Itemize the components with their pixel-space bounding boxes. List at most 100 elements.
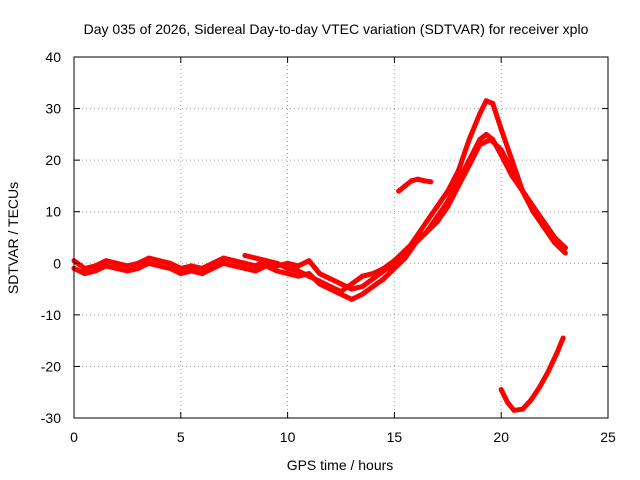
data-point — [456, 183, 461, 189]
data-point — [483, 98, 489, 104]
data-point — [552, 235, 558, 240]
data-point — [391, 258, 397, 264]
data-point — [528, 397, 534, 403]
data-point — [327, 276, 333, 282]
y-tick-label: 10 — [45, 204, 61, 220]
data-point — [428, 179, 434, 185]
data-point — [562, 245, 568, 251]
data-point — [210, 260, 216, 266]
data-point — [317, 271, 323, 277]
tick-layer: 0 5 10 15 20 25 -30 -20 -10 0 10 20 30 40 — [41, 49, 616, 445]
data-point — [189, 268, 194, 274]
grid-layer — [74, 57, 608, 418]
x-tick-label: 10 — [280, 429, 296, 445]
data-point — [242, 260, 248, 266]
data-point — [199, 271, 205, 277]
data-point — [445, 188, 451, 194]
data-point — [306, 273, 312, 279]
data-point — [498, 387, 504, 393]
data-point — [146, 255, 152, 261]
data-point — [562, 250, 568, 256]
data-point — [456, 168, 461, 173]
data-point — [82, 271, 88, 277]
data-point — [349, 281, 355, 287]
data-point — [413, 237, 419, 243]
data-point — [135, 265, 141, 271]
data-point — [253, 268, 259, 274]
data-point — [359, 273, 365, 279]
x-tick-label: 0 — [70, 429, 78, 445]
data-point — [391, 265, 397, 271]
data-point — [285, 260, 291, 266]
data-point — [221, 260, 226, 266]
data-point — [274, 268, 280, 274]
data-point — [477, 111, 483, 117]
data-point — [490, 100, 496, 106]
data-point — [156, 258, 162, 264]
data-point — [189, 263, 194, 269]
data-point — [92, 263, 98, 269]
data-point — [285, 265, 291, 271]
data-point — [103, 258, 109, 264]
data-point — [285, 271, 291, 277]
data-point — [359, 291, 365, 297]
data-point — [409, 178, 414, 184]
data-point — [434, 219, 440, 225]
data-point — [231, 263, 237, 269]
data-point — [445, 204, 451, 210]
data-point — [477, 142, 483, 148]
chart-title: Day 035 of 2026, Sidereal Day-to-day VTE… — [84, 21, 589, 37]
data-point — [327, 284, 333, 289]
data-point — [253, 255, 259, 261]
data-point — [370, 284, 376, 289]
data-point — [349, 296, 355, 302]
y-tick-label: 20 — [45, 152, 61, 168]
data-point — [498, 147, 504, 153]
data-point — [167, 265, 173, 271]
y-tick-label: -10 — [41, 307, 61, 323]
data-point — [498, 126, 504, 132]
data-point — [402, 247, 408, 253]
data-point — [242, 265, 248, 271]
data-point — [402, 183, 408, 189]
data-point — [483, 131, 489, 137]
x-tick-label: 25 — [600, 429, 616, 445]
data-point — [295, 263, 301, 269]
data-point — [560, 335, 566, 341]
data-point — [511, 407, 517, 413]
data-point — [135, 260, 141, 266]
data-point — [530, 204, 536, 210]
data-point — [370, 271, 376, 277]
y-tick-label: -20 — [41, 358, 61, 374]
y-tick-label: -30 — [41, 410, 61, 426]
data-point — [242, 253, 248, 258]
x-tick-label: 5 — [177, 429, 185, 445]
series-line-track-a — [71, 98, 568, 292]
data-point — [124, 268, 130, 274]
data-point — [466, 162, 472, 168]
data-point — [509, 157, 515, 163]
x-tick-label: 15 — [387, 429, 403, 445]
data-point — [423, 219, 429, 225]
data-point — [554, 351, 560, 356]
data-point — [295, 273, 301, 279]
data-point — [92, 268, 98, 274]
data-point — [146, 260, 152, 266]
data-point — [338, 289, 344, 295]
data-point — [210, 265, 216, 271]
data-point — [396, 188, 402, 194]
data-point — [263, 263, 269, 269]
data-point — [306, 258, 312, 264]
y-tick-label: 30 — [45, 101, 61, 117]
series-line-track-c — [242, 137, 568, 295]
data-point — [477, 137, 483, 142]
data-point — [541, 219, 547, 225]
data-point — [402, 255, 408, 261]
data-point — [545, 369, 551, 375]
data-point — [253, 263, 259, 269]
data-point — [156, 263, 162, 269]
data-point — [221, 255, 226, 261]
data-point — [415, 176, 421, 182]
data-point — [124, 263, 130, 269]
